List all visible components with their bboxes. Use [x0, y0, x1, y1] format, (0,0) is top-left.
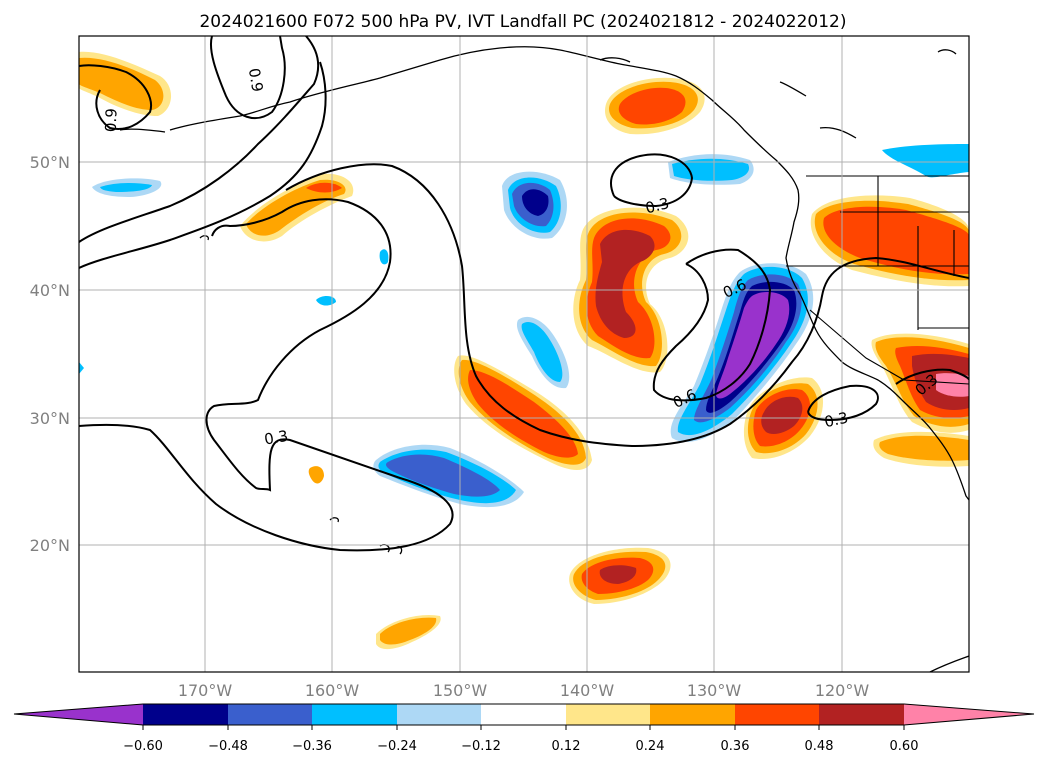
lat-label: 20°N: [30, 536, 70, 555]
map-title: 2024021600 F072 500 hPa PV, IVT Landfall…: [199, 12, 846, 32]
anomaly-orange-160w: [240, 173, 354, 242]
anomaly-blue-143w: [516, 316, 570, 389]
colorbar-tick-label: 0.60: [890, 739, 919, 754]
lon-label: 160°W: [305, 681, 360, 700]
map-frame: [78, 35, 970, 673]
political-borders: [786, 175, 969, 385]
colorbar: −0.60 −0.48 −0.36 −0.24 −0.12 0.12 0.24 …: [13, 703, 1035, 754]
colorbar-tick-label: −0.36: [292, 739, 332, 754]
anomaly-east-25n: [873, 431, 969, 467]
longitude-axis: 170°W 160°W 150°W 140°W 130°W 120°W: [178, 681, 870, 700]
colorbar-segment: [566, 704, 650, 725]
anomaly-blue-small-2: [316, 296, 336, 306]
contour-label: 0.9: [102, 108, 121, 132]
anomaly-blue-small-1: [379, 249, 389, 265]
pv-shading: [79, 51, 969, 650]
anomaly-blue-27n: [373, 444, 524, 508]
anomaly-blue-145w: [502, 171, 567, 239]
colorbar-segment: [735, 704, 819, 725]
colorbar-tick-label: 0.12: [552, 739, 581, 754]
map-panel: 0.9 0.9 0.3 0.3 0.6 0.6 0.3 0.3: [79, 36, 969, 672]
gridlines: [79, 36, 969, 672]
colorbar-segment: [143, 704, 228, 725]
anomaly-blue-130w: [668, 154, 754, 185]
colorbar-tick-label: −0.12: [461, 739, 501, 754]
contour-label: 0.3: [823, 409, 850, 432]
colorbar-segment: [650, 704, 735, 725]
anomaly-blue-edge: [79, 362, 84, 374]
lat-label: 50°N: [30, 153, 70, 172]
anomaly-red-18n: [569, 547, 671, 604]
colorbar-min-arrow: [14, 704, 143, 725]
colorbar-tick-label: −0.24: [377, 739, 417, 754]
pv-contours: [79, 36, 969, 552]
colorbar-segment: [228, 704, 312, 725]
anomaly-orange-small: [308, 466, 324, 484]
anomaly-orange-13n: [376, 614, 441, 650]
lon-label: 120°W: [815, 681, 870, 700]
lon-label: 140°W: [560, 681, 615, 700]
lon-label: 130°W: [687, 681, 742, 700]
anomaly-red-150w: [454, 355, 592, 470]
lat-label: 40°N: [30, 281, 70, 300]
colorbar-max-arrow: [904, 704, 1034, 725]
contour-label: 0.9: [245, 67, 267, 94]
coastlines: [119, 46, 969, 672]
colorbar-segment: [312, 704, 397, 725]
anomaly-blue-120w: [882, 144, 969, 178]
latitude-axis: 50°N 40°N 30°N 20°N: [30, 153, 70, 555]
contour-label: 0.3: [263, 427, 290, 449]
lon-label: 150°W: [433, 681, 488, 700]
colorbar-tick-label: 0.36: [721, 739, 750, 754]
colorbar-tick-label: −0.60: [123, 739, 163, 754]
anomaly-west-blue: [92, 178, 162, 197]
colorbar-tick-label: 0.24: [636, 739, 665, 754]
colorbar-tick-label: 0.48: [805, 739, 834, 754]
colorbar-segment: [819, 704, 904, 725]
anomaly-orange-east: [810, 195, 969, 287]
colorbar-segment: [397, 704, 481, 725]
contour-label: 0.3: [644, 194, 672, 217]
anomaly-top-left: [79, 51, 172, 116]
lat-label: 30°N: [30, 409, 70, 428]
colorbar-tick-label: −0.48: [208, 739, 248, 754]
anomaly-orange-135w: [605, 77, 705, 135]
lon-label: 170°W: [178, 681, 233, 700]
colorbar-segment: [481, 704, 566, 725]
